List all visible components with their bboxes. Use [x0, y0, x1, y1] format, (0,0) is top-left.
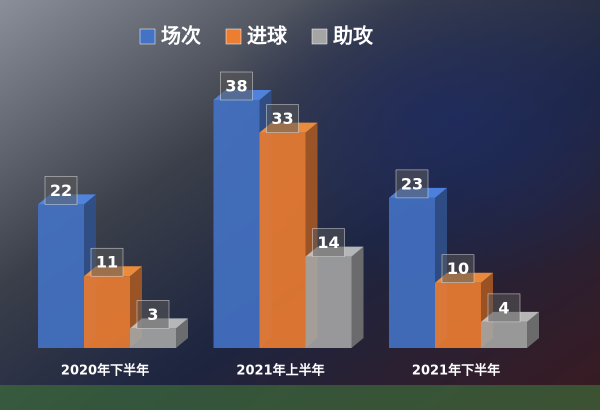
bar-side — [527, 311, 539, 348]
bar-front — [38, 204, 84, 348]
value-label-box — [44, 176, 78, 205]
value-label: 14 — [317, 233, 339, 252]
value-label-box — [90, 247, 124, 277]
value-label-box — [220, 71, 253, 101]
bar-side — [351, 246, 364, 348]
value-label-box — [395, 169, 429, 199]
bar-side — [176, 318, 188, 348]
value-label: 33 — [271, 109, 293, 128]
value-label-box — [312, 228, 345, 257]
value-label: 38 — [225, 77, 247, 96]
bar-front — [84, 276, 130, 348]
bar-front — [259, 132, 306, 348]
value-label: 22 — [50, 181, 72, 200]
value-label-box — [487, 293, 521, 323]
bar-front — [305, 256, 352, 348]
x-tick-label: 2021年上半年 — [236, 363, 324, 379]
bar — [38, 194, 96, 348]
bar-front — [130, 328, 176, 348]
x-tick-label: 2020年下半年 — [61, 363, 149, 379]
value-label: 3 — [147, 305, 158, 324]
bar-front — [213, 100, 260, 348]
bar-front — [435, 282, 481, 348]
value-label: 4 — [498, 298, 509, 317]
bar-front — [389, 197, 435, 348]
value-label: 10 — [447, 259, 469, 278]
legend-swatch — [311, 28, 328, 45]
value-label-box — [266, 104, 299, 133]
legend-label: 场次 — [161, 24, 201, 48]
legend-swatch — [139, 28, 156, 45]
bar — [305, 246, 364, 348]
x-tick-label: 2021年下半年 — [412, 363, 500, 379]
value-label: 23 — [401, 174, 423, 193]
value-label-box — [441, 254, 475, 283]
legend-label: 进球 — [247, 24, 288, 48]
legend-label: 助攻 — [333, 24, 374, 48]
legend-swatch — [225, 28, 242, 45]
value-label: 11 — [96, 253, 118, 272]
value-label-box — [136, 300, 170, 329]
pitch — [0, 385, 600, 410]
bar-front — [481, 321, 527, 348]
